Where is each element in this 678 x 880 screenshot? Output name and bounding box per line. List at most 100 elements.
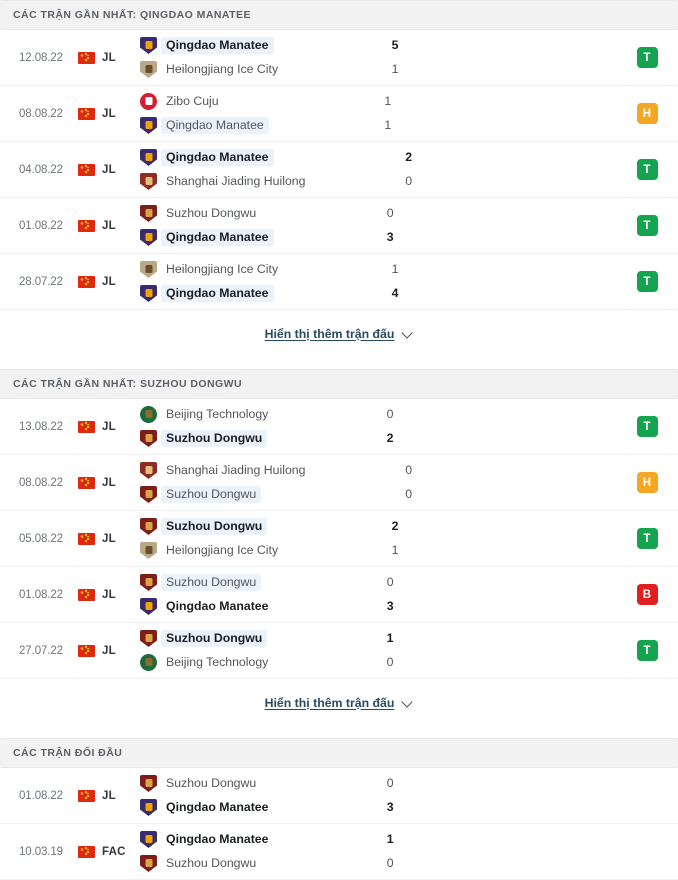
team-score: 0 xyxy=(386,856,394,870)
table-row[interactable]: 05.08.22 JL Suzhou Dongwu Heilongjiang Ice … xyxy=(0,511,678,567)
league-code: JL xyxy=(102,163,116,176)
row-spacer xyxy=(505,824,616,879)
team-score: 1 xyxy=(384,118,392,132)
team-logo-emblem xyxy=(145,64,152,73)
match-result: H xyxy=(616,86,678,141)
team-line: Qingdao Manatee xyxy=(140,37,390,54)
team-line: Suzhou Dongwu xyxy=(140,775,385,792)
match-league: JL xyxy=(78,198,140,253)
table-row[interactable]: 01.08.22 JL Suzhou Dongwu Qingdao Manatee 0 3 xyxy=(0,768,678,824)
match-result: B xyxy=(616,567,678,622)
team-logo-emblem xyxy=(145,633,152,642)
show-more-matches-button[interactable]: Hiển thị thêm trận đấu xyxy=(0,310,678,357)
team-score: 4 xyxy=(391,286,399,300)
row-spacer xyxy=(505,198,616,253)
team-line: Suzhou Dongwu xyxy=(140,486,403,503)
match-league: JL xyxy=(78,254,140,309)
table-row[interactable]: 08.08.22 JL Shanghai Jiading Huilong Suzhou… xyxy=(0,455,678,511)
team-logo-qingdao xyxy=(140,229,157,246)
league-code: JL xyxy=(102,588,116,601)
flag-star-small-3 xyxy=(87,594,89,597)
team-logo-suzhou xyxy=(140,630,157,647)
table-row[interactable]: 27.07.22 JL Suzhou Dongwu Beijing Technolog… xyxy=(0,623,678,679)
flag-star-small-2 xyxy=(87,423,89,426)
match-date: 08.08.22 xyxy=(19,107,63,120)
flag-star-small-4 xyxy=(85,226,88,229)
league-code: FAC xyxy=(102,845,126,858)
section-gap xyxy=(0,357,678,369)
team-name: Qingdao Manatee xyxy=(161,37,274,54)
league-code: JL xyxy=(102,219,116,232)
team-logo-qingdao xyxy=(140,117,157,134)
team-name: Shanghai Jiading Huilong xyxy=(166,463,306,477)
match-date: 01.08.22 xyxy=(19,789,63,802)
flag-star-large xyxy=(80,109,84,114)
table-row[interactable]: 04.08.22 JL Qingdao Manatee Shanghai Jiadin… xyxy=(0,142,678,198)
table-row[interactable]: 01.08.22 JL Suzhou Dongwu Qingdao Manatee 0 3… xyxy=(0,567,678,623)
team-logo-suzhou xyxy=(140,486,157,503)
show-more-label: Hiển thị thêm trận đấu xyxy=(264,326,395,341)
team-name: Shanghai Jiading Huilong xyxy=(166,174,306,188)
section-title: CÁC TRẬN GẦN NHẤT: SUZHOU DONGWU xyxy=(13,378,243,390)
team-line: Beijing Technology xyxy=(140,654,385,671)
status-badge: T xyxy=(636,47,658,68)
table-row[interactable]: 28.07.22 JL Heilongjiang Ice City Qingdao M… xyxy=(0,254,678,310)
team-logo-qingdao xyxy=(140,799,157,816)
section-header-recent-suzhou: CÁC TRẬN GẦN NHẤT: SUZHOU DONGWU xyxy=(0,369,678,399)
team-line: Heilongjiang Ice City xyxy=(140,542,390,559)
team-name: Suzhou Dongwu xyxy=(161,486,262,503)
table-row[interactable]: 01.08.22 JL Suzhou Dongwu Qingdao Manatee 0 3… xyxy=(0,198,678,254)
team-logo-emblem xyxy=(145,657,152,666)
flag-star-large xyxy=(80,791,84,796)
team-name: Suzhou Dongwu xyxy=(161,518,268,535)
flag-star-large xyxy=(80,277,84,282)
china-flag-icon xyxy=(78,275,95,288)
team-score: 0 xyxy=(386,655,394,669)
match-teams: Suzhou Dongwu Qingdao Manatee xyxy=(140,768,385,823)
team-score: 1 xyxy=(386,631,394,645)
team-logo-beijing xyxy=(140,406,157,423)
team-line: Suzhou Dongwu xyxy=(140,205,385,222)
show-more-matches-button[interactable]: Hiển thị thêm trận đấu xyxy=(0,679,678,726)
team-logo-emblem xyxy=(145,601,152,610)
match-teams: Qingdao Manatee Heilongjiang Ice City xyxy=(140,30,390,85)
team-name: Heilongjiang Ice City xyxy=(166,262,279,276)
status-badge: T xyxy=(636,159,658,180)
team-logo-emblem xyxy=(145,264,152,273)
match-teams: Suzhou Dongwu Beijing Technology xyxy=(140,623,385,678)
match-teams: Qingdao Manatee Suzhou Dongwu xyxy=(140,824,385,879)
team-logo-emblem xyxy=(145,577,152,586)
team-logo-emblem xyxy=(145,96,152,105)
status-badge: T xyxy=(636,528,658,549)
team-score: 1 xyxy=(391,262,399,276)
team-logo-emblem xyxy=(145,176,152,185)
table-row[interactable]: 08.08.22 JL Zibo Cuju Qingdao Manatee 1 1 H xyxy=(0,86,678,142)
team-logo-beijing xyxy=(140,654,157,671)
table-row[interactable]: 10.03.19 FAC Qingdao Manatee Suzhou Dongwu 1… xyxy=(0,824,678,880)
flag-star-small-1 xyxy=(85,589,88,592)
team-line: Suzhou Dongwu xyxy=(140,430,385,447)
match-teams: Suzhou Dongwu Qingdao Manatee xyxy=(140,198,385,253)
china-flag-icon xyxy=(78,219,95,232)
table-row[interactable]: 13.08.22 JL Beijing Technology Suzhou Dongw… xyxy=(0,399,678,455)
table-row[interactable]: 12.08.22 JL Qingdao Manatee Heilongjiang Ic… xyxy=(0,30,678,86)
china-flag-icon xyxy=(78,420,95,433)
team-logo-suzhou xyxy=(140,205,157,222)
flag-star-small-3 xyxy=(87,482,89,485)
flag-star-large xyxy=(80,221,84,226)
team-line: Qingdao Manatee xyxy=(140,598,385,615)
league-code: JL xyxy=(102,51,116,64)
row-spacer xyxy=(510,511,616,566)
team-logo-suzhou xyxy=(140,430,157,447)
team-line: Shanghai Jiading Huilong xyxy=(140,173,403,190)
flag-star-small-4 xyxy=(85,651,88,654)
section-body-head-to-head: 01.08.22 JL Suzhou Dongwu Qingdao Manatee 0 3… xyxy=(0,768,678,880)
match-result: T xyxy=(616,30,678,85)
flag-star-small-1 xyxy=(85,533,88,536)
match-result: T xyxy=(616,142,678,197)
team-line: Heilongjiang Ice City xyxy=(140,61,390,78)
